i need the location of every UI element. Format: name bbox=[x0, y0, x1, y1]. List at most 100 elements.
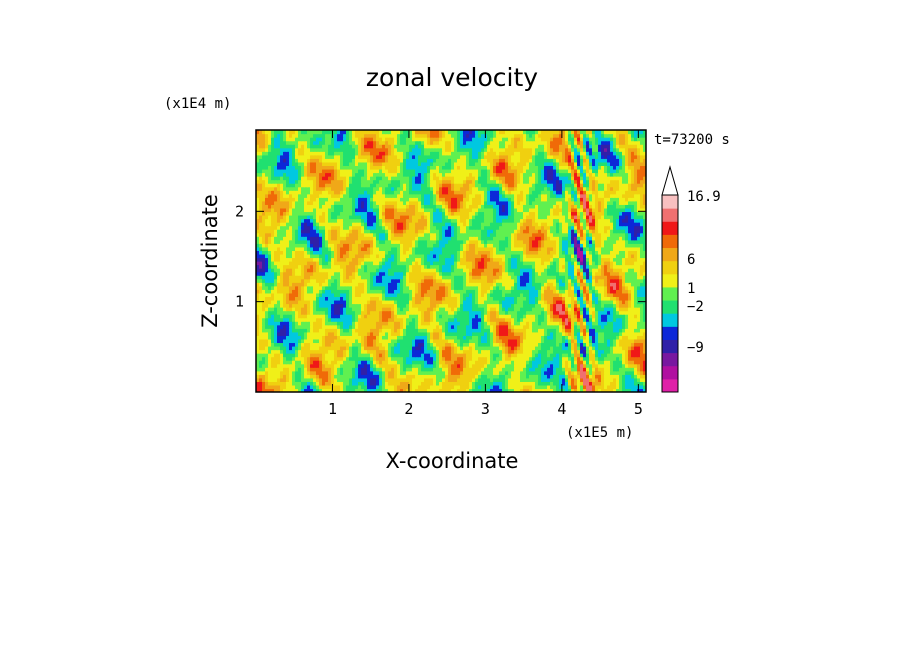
contour-cell bbox=[565, 370, 569, 375]
contour-cell bbox=[403, 307, 407, 312]
contour-cell bbox=[283, 307, 287, 312]
contour-cell bbox=[379, 268, 383, 273]
contour-cell bbox=[631, 384, 635, 390]
contour-cell bbox=[484, 257, 488, 262]
contour-cell bbox=[517, 275, 521, 280]
contour-cell bbox=[286, 331, 290, 336]
contour-cell bbox=[295, 384, 299, 390]
contour-cell bbox=[574, 356, 578, 361]
contour-cell bbox=[625, 363, 629, 368]
contour-cell bbox=[580, 349, 584, 354]
contour-cell bbox=[520, 324, 524, 329]
contour-cell bbox=[283, 278, 287, 283]
contour-cell bbox=[280, 268, 284, 273]
contour-cell bbox=[283, 292, 287, 297]
contour-cell bbox=[598, 285, 602, 290]
contour-cell bbox=[319, 331, 323, 336]
contour-cell bbox=[361, 342, 365, 347]
contour-cell bbox=[409, 307, 413, 312]
contour-cell bbox=[640, 381, 644, 386]
contour-cell bbox=[313, 271, 317, 276]
contour-cell bbox=[556, 335, 560, 340]
contour-cell bbox=[553, 356, 557, 361]
contour-cell bbox=[538, 324, 542, 329]
contour-cell bbox=[442, 314, 446, 319]
contour-cell bbox=[259, 388, 263, 392]
contour-cell bbox=[439, 317, 443, 322]
contour-cell bbox=[370, 356, 374, 361]
contour-cell bbox=[421, 335, 425, 340]
contour-cell bbox=[418, 285, 422, 290]
contour-cell bbox=[394, 384, 398, 390]
contour-cell bbox=[280, 264, 284, 269]
contour-cell bbox=[460, 370, 464, 375]
contour-cell bbox=[436, 264, 440, 269]
contour-cell bbox=[568, 342, 572, 347]
contour-cell bbox=[541, 345, 545, 351]
contour-cell bbox=[607, 381, 611, 386]
contour-cell bbox=[577, 282, 581, 287]
contour-cell bbox=[481, 303, 485, 308]
contour-cell bbox=[583, 317, 587, 322]
contour-cell bbox=[427, 292, 431, 297]
contour-cell bbox=[271, 384, 275, 390]
contour-cell bbox=[358, 335, 362, 340]
contour-cell bbox=[547, 310, 551, 315]
contour-cell bbox=[343, 381, 347, 386]
contour-cell bbox=[430, 377, 434, 382]
contour-cell bbox=[502, 271, 506, 276]
contour-cell bbox=[592, 384, 596, 390]
contour-cell bbox=[457, 264, 461, 269]
contour-cell bbox=[292, 314, 296, 319]
contour-cell bbox=[445, 307, 449, 312]
contour-cell bbox=[415, 314, 419, 319]
contour-cell bbox=[463, 292, 467, 297]
contour-cell bbox=[478, 278, 482, 283]
contour-cell bbox=[361, 388, 365, 392]
contour-cell bbox=[352, 328, 356, 333]
contour-cell bbox=[385, 338, 389, 344]
contour-cell bbox=[547, 331, 551, 336]
contour-cell bbox=[625, 381, 629, 386]
contour-cell bbox=[316, 289, 320, 294]
contour-cell bbox=[622, 367, 626, 372]
contour-cell bbox=[358, 264, 362, 269]
contour-cell bbox=[376, 314, 380, 319]
contour-cell bbox=[511, 381, 515, 386]
contour-cell bbox=[601, 342, 605, 347]
contour-cell bbox=[616, 384, 620, 390]
contour-cell bbox=[448, 356, 452, 361]
contour-cell bbox=[256, 257, 260, 262]
contour-cell bbox=[265, 317, 269, 322]
contour-cell bbox=[262, 374, 266, 379]
contour-cell bbox=[382, 278, 386, 283]
contour-cell bbox=[430, 367, 434, 372]
contour-cell bbox=[439, 275, 443, 280]
contour-cell bbox=[463, 367, 467, 372]
contour-cell bbox=[559, 370, 563, 375]
contour-cell bbox=[526, 367, 530, 372]
contour-cell bbox=[319, 345, 323, 351]
contour-cell bbox=[340, 356, 344, 361]
contour-cell bbox=[511, 282, 515, 287]
contour-cell bbox=[514, 292, 518, 297]
contour-cell bbox=[355, 296, 359, 301]
contour-cell bbox=[382, 296, 386, 301]
contour-cell bbox=[481, 353, 485, 358]
contour-cell bbox=[280, 299, 284, 305]
contour-cell bbox=[535, 292, 539, 297]
contour-cell bbox=[301, 303, 305, 308]
contour-cell bbox=[391, 285, 395, 290]
contour-cell bbox=[556, 384, 560, 390]
contour-cell bbox=[397, 345, 401, 351]
contour-cell bbox=[520, 314, 524, 319]
contour-cell bbox=[565, 321, 569, 326]
contour-cell bbox=[310, 321, 314, 326]
contour-cell bbox=[439, 282, 443, 287]
contour-cell bbox=[292, 345, 296, 351]
contour-cell bbox=[505, 367, 509, 372]
contour-cell bbox=[535, 257, 539, 262]
contour-cell bbox=[316, 356, 320, 361]
contour-cell bbox=[298, 264, 302, 269]
contour-cell bbox=[307, 289, 311, 294]
